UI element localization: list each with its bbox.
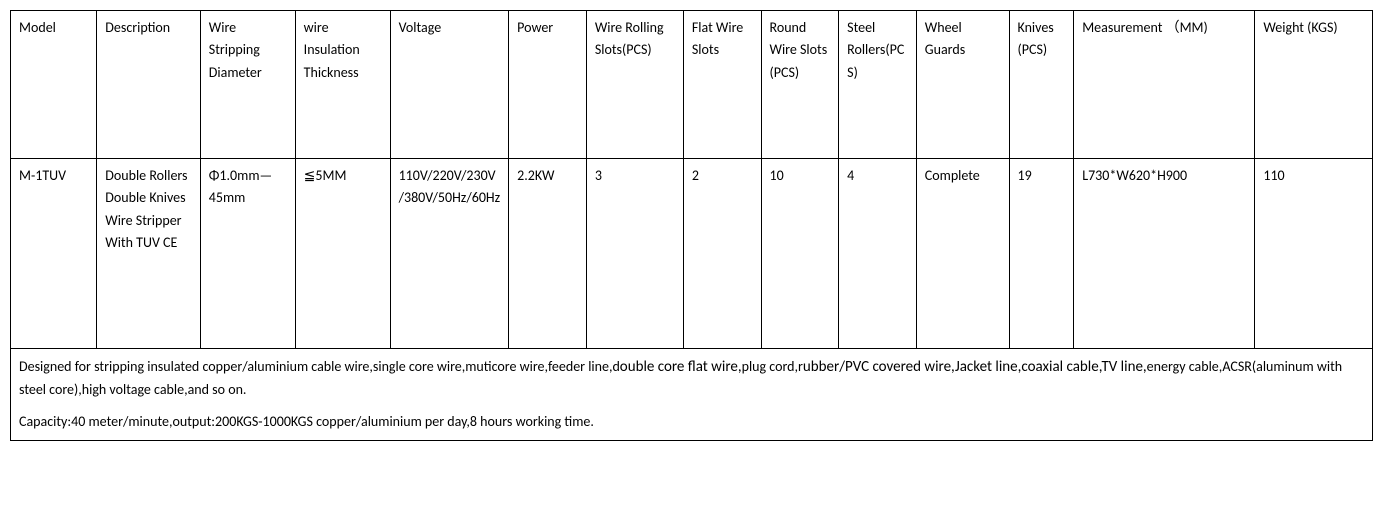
cell-voltage: 110V/220V/230V/380V/50Hz/60Hz	[390, 159, 509, 349]
col-measurement: Measurement （MM)	[1074, 11, 1255, 159]
cell-stripping: Φ1.0mm—45mm	[200, 159, 295, 349]
cell-wheelguards: Complete	[916, 159, 1009, 349]
description-text: Designed for stripping insulated copper/…	[19, 355, 1364, 401]
col-flat: Flat Wire Slots	[683, 11, 761, 159]
description-segment: Jacket line,	[955, 358, 1021, 376]
cell-round: 10	[761, 159, 839, 349]
col-insulation: wire Insulation Thickness	[295, 11, 390, 159]
description-segment: plug cord,r	[742, 358, 803, 375]
description-segment: ubber/PVC covered wire,	[803, 358, 955, 376]
col-stripping: Wire Stripping Diameter	[200, 11, 295, 159]
cell-description: Double Rollers Double Knives Wire Stripp…	[97, 159, 201, 349]
capacity-text: Capacity:40 meter/minute,output:200KGS-1…	[19, 411, 1364, 433]
description-segment: Designed for stripping insulated copper/…	[19, 358, 620, 375]
description-segment: ouble core flat wire,	[620, 358, 742, 376]
table-description-row: Designed for stripping insulated copper/…	[11, 349, 1373, 441]
col-rolling: Wire Rolling Slots(PCS)	[586, 11, 683, 159]
cell-steel: 4	[839, 159, 917, 349]
cell-model: M-1TUV	[11, 159, 97, 349]
description-segment: TV line,	[1101, 358, 1146, 376]
col-power: Power	[509, 11, 587, 159]
col-weight: Weight (KGS)	[1255, 11, 1373, 159]
table-row: M-1TUV Double Rollers Double Knives Wire…	[11, 159, 1373, 349]
cell-measurement: L730*W620*H900	[1074, 159, 1255, 349]
col-wheelguards: Wheel Guards	[916, 11, 1009, 159]
cell-knives: 19	[1009, 159, 1074, 349]
col-steel: Steel Rollers(PCS)	[839, 11, 917, 159]
description-cell: Designed for stripping insulated copper/…	[11, 349, 1373, 441]
cell-flat: 2	[683, 159, 761, 349]
table-header-row: Model Description Wire Stripping Diamete…	[11, 11, 1373, 159]
col-voltage: Voltage	[390, 11, 509, 159]
cell-weight: 110	[1255, 159, 1373, 349]
col-model: Model	[11, 11, 97, 159]
col-knives: Knives (PCS)	[1009, 11, 1074, 159]
description-segment: coaxial cable,	[1021, 358, 1101, 376]
col-round: Round Wire Slots (PCS)	[761, 11, 839, 159]
cell-insulation: ≦5MM	[295, 159, 390, 349]
spec-table: Model Description Wire Stripping Diamete…	[10, 10, 1373, 441]
col-description: Description	[97, 11, 201, 159]
cell-rolling: 3	[586, 159, 683, 349]
cell-power: 2.2KW	[509, 159, 587, 349]
